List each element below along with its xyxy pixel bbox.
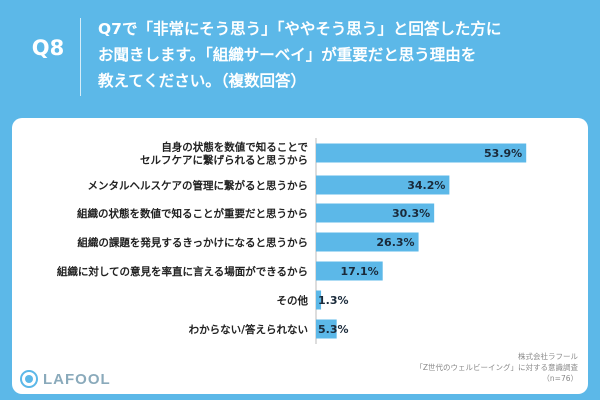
category-label: メンタルヘルスケアの管理に繋がると思うから — [88, 179, 309, 192]
data-label: 30.3% — [392, 207, 430, 220]
category-label: 組織の課題を発見するきっかけになると思うから — [77, 236, 308, 249]
data-label: 17.1% — [341, 265, 379, 278]
bar — [316, 290, 322, 310]
bar — [316, 203, 435, 223]
category-label: 組織に対しての意見を率直に言える場面ができるから — [57, 265, 308, 278]
question-header: Q8 Q7で「非常にそう思う」「ややそう思う」と回答した方に お聞きします。「組… — [0, 0, 600, 112]
company-logo: LAFOOL — [20, 370, 111, 388]
data-label: 26.3% — [376, 236, 414, 249]
source-note: 株式会社ラフール 「Z世代のウェルビーイング」に対する意識調査 （n=76） — [415, 351, 578, 384]
question-line: お聞きします。「組織サーベイ」が重要だと思う理由を — [98, 46, 477, 64]
category-label: 自身の状態を数値で知ることで — [161, 141, 308, 154]
question-line: 教えてください。（複数回答） — [98, 72, 307, 90]
bar — [316, 143, 527, 163]
category-label: セルフケアに繋げられると思うから — [140, 154, 308, 167]
logo-text: LAFOOL — [43, 370, 111, 388]
data-label: 53.9% — [484, 147, 522, 160]
chart-card — [12, 118, 588, 394]
data-label: 34.2% — [407, 179, 445, 192]
question-text: Q7で「非常にそう思う」「ややそう思う」と回答した方に お聞きします。「組織サー… — [98, 16, 588, 94]
bar — [316, 232, 419, 252]
header-divider — [80, 18, 81, 96]
source-sample: （n=76） — [542, 374, 578, 383]
category-label: 組織の状態を数値で知ることが重要だと思うから — [77, 207, 308, 220]
category-label: わからない/答えられない — [189, 323, 308, 336]
question-line: Q7で「非常にそう思う」「ややそう思う」と回答した方に — [98, 20, 502, 38]
data-label: 1.3% — [318, 294, 349, 307]
bar — [316, 175, 450, 195]
question-number: Q8 — [31, 36, 65, 60]
bar — [316, 261, 383, 281]
category-label: その他 — [277, 294, 309, 307]
logo-circle-icon — [20, 370, 38, 388]
bar — [316, 319, 337, 339]
source-company: 株式会社ラフール — [518, 352, 578, 361]
source-survey: 「Z世代のウェルビーイング」に対する意識調査 — [415, 363, 578, 372]
data-label: 5.3% — [318, 323, 349, 336]
